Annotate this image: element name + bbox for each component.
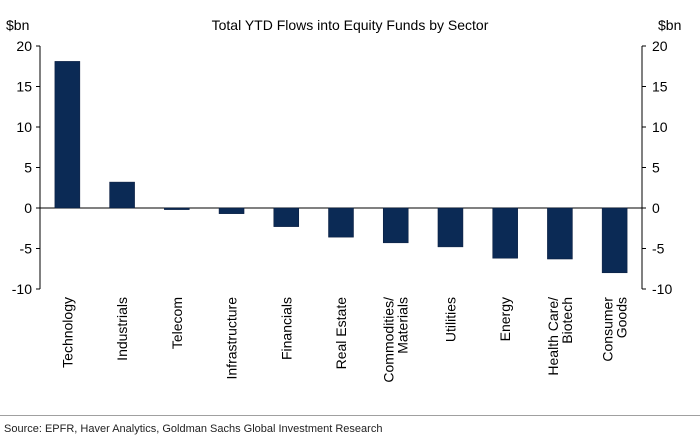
y-tick-label-left: -10 — [12, 281, 32, 297]
source-divider — [0, 415, 700, 416]
bar — [328, 207, 354, 238]
x-axis-labels: Technology Industrials Telecom Infrastructu… — [59, 297, 629, 383]
x-tick-label: Real Estate — [333, 297, 349, 370]
bar — [54, 61, 81, 209]
x-tick-label: Consumer — [600, 297, 616, 362]
bar — [109, 181, 135, 209]
x-tick-label: Materials — [395, 297, 411, 354]
x-tick-label: Utilities — [442, 297, 458, 342]
bar — [492, 207, 518, 259]
bar — [437, 207, 464, 248]
source-note: Source: EPFR, Haver Analytics, Goldman S… — [4, 423, 383, 435]
x-tick-label: Telecom — [169, 297, 185, 349]
bar — [601, 207, 628, 274]
bar — [218, 207, 245, 214]
y-tick-label-left: -5 — [20, 241, 33, 257]
x-tick-label: Industrials — [114, 297, 130, 361]
y-tick-label-right: 15 — [652, 79, 668, 95]
bars — [54, 61, 628, 274]
x-tick-label: Energy — [497, 297, 513, 341]
x-tick-label: Infrastructure — [224, 297, 240, 380]
y-tick-label-right: -10 — [652, 281, 672, 297]
bar — [164, 207, 190, 210]
y-tick-label-left: 15 — [16, 79, 32, 95]
y-axis-unit-left: $bn — [6, 17, 29, 33]
y-tick-label-right: 0 — [652, 200, 660, 216]
chart-title: Total YTD Flows into Equity Funds by Sec… — [212, 17, 489, 33]
axes: 20 20 15 15 10 10 5 5 0 0 -5 -5 -10 -10 — [12, 38, 673, 297]
y-tick-label-right: 10 — [652, 119, 668, 135]
x-tick-label: Biotech — [559, 297, 575, 344]
y-axis-unit-right: $bn — [658, 17, 681, 33]
y-tick-label-right: -5 — [652, 241, 665, 257]
y-tick-label-left: 10 — [16, 119, 32, 135]
y-tick-label-left: 20 — [16, 38, 32, 54]
x-tick-label: Commodities/ — [381, 297, 397, 383]
x-tick-label: Health Care/ — [545, 297, 561, 376]
x-tick-label: Goods — [614, 297, 630, 338]
y-tick-label-left: 5 — [24, 160, 32, 176]
bar — [273, 207, 300, 227]
x-tick-label: Technology — [59, 297, 75, 368]
y-tick-label-left: 0 — [24, 200, 32, 216]
bar — [547, 207, 573, 260]
y-tick-label-right: 5 — [652, 160, 660, 176]
bar — [382, 207, 409, 244]
x-tick-label: Financials — [278, 297, 294, 360]
y-tick-label-right: 20 — [652, 38, 668, 54]
